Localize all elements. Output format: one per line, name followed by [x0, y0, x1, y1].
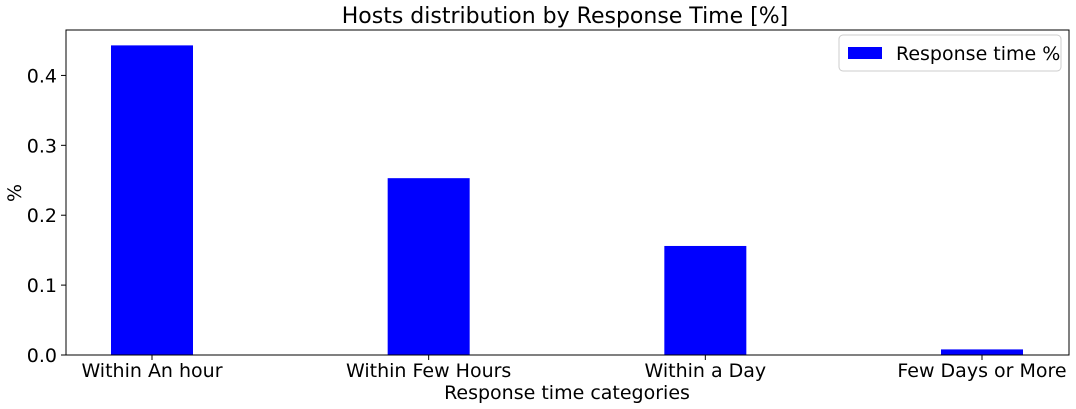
y-tick-label: 0.4 [27, 65, 57, 87]
bar-few-days-or-more [941, 349, 1023, 355]
x-tick-label: Within An hour [81, 360, 222, 382]
legend: Response time % [838, 34, 1062, 72]
y-axis-label: % [4, 184, 26, 202]
legend-frame [838, 34, 1062, 72]
y-tick-label: 0.3 [27, 135, 57, 157]
legend-label: Response time % [896, 43, 1060, 65]
plot-frame [65, 29, 1070, 356]
x-tick-label: Few Days or More [897, 360, 1066, 382]
bar-within-few-hours [387, 178, 470, 355]
bar-within-a-day [664, 245, 747, 355]
x-tick-label: Within Few Hours [346, 360, 511, 382]
y-tick-label: 0.0 [27, 345, 57, 367]
y-tick-label: 0.2 [27, 205, 57, 227]
legend-swatch [848, 47, 882, 59]
y-tick-label: 0.1 [27, 275, 57, 297]
bars-layer [111, 45, 1023, 355]
axes-layer: 0.0 0.1 0.2 0.3 0.4 Within An hour Within Few … [27, 29, 1070, 382]
bar-within-an-hour [111, 45, 193, 355]
chart-title: Hosts distribution by Response Time [%] [342, 4, 788, 29]
x-axis-label: Response time categories [444, 382, 690, 404]
x-tick-label: Within a Day [644, 360, 766, 382]
